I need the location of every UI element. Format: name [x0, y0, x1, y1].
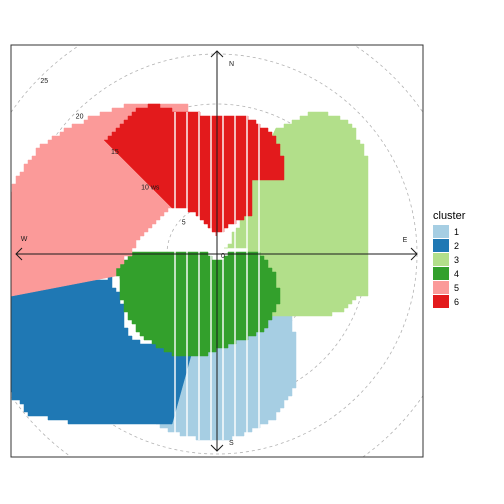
- panel-border: [10, 44, 424, 458]
- west-arrowhead: [15, 247, 23, 261]
- legend-label-2: 2: [454, 241, 459, 251]
- east-arrowhead: [410, 247, 418, 261]
- direction-label-N: N: [229, 61, 234, 68]
- cluster-6-region: [103, 103, 285, 236]
- compass-axes: N E S W: [15, 50, 418, 452]
- radial-tick-label-25: 25: [40, 78, 48, 85]
- legend-label-3: 3: [454, 255, 459, 265]
- north-arrowhead: [210, 50, 224, 58]
- legend-title: cluster: [433, 210, 466, 222]
- south-arrowhead: [210, 444, 224, 452]
- legend-label-1: 1: [454, 227, 459, 237]
- legend-key-3: [433, 253, 449, 266]
- legend: cluster 1 2 3 4 5 6: [433, 210, 466, 308]
- legend-label-4: 4: [454, 269, 459, 279]
- cluster-layer: [11, 103, 369, 441]
- legend-entries: 1 2 3 4 5 6: [433, 225, 459, 308]
- radial-tick-labels: 5 10 ws 15 20 25 0: [40, 78, 225, 260]
- legend-label-6: 6: [454, 297, 459, 307]
- radial-tick-label-20: 20: [76, 114, 84, 121]
- direction-label-W: W: [21, 236, 28, 243]
- legend-label-5: 5: [454, 283, 459, 293]
- legend-key-1: [433, 225, 449, 238]
- direction-label-S: S: [229, 440, 234, 447]
- legend-key-6: [433, 295, 449, 308]
- legend-key-5: [433, 281, 449, 294]
- calm-stripes: [174, 112, 260, 440]
- legend-key-4: [433, 267, 449, 280]
- legend-key-2: [433, 239, 449, 252]
- radial-tick-label-5: 5: [182, 220, 186, 227]
- radial-tick-label-15: 15: [111, 149, 119, 156]
- plot-area: 5 10 ws 15 20 25 0: [11, 45, 423, 457]
- radial-tick-label-10: 10 ws: [141, 184, 160, 191]
- direction-label-E: E: [403, 237, 408, 244]
- center-label: 0: [221, 253, 225, 260]
